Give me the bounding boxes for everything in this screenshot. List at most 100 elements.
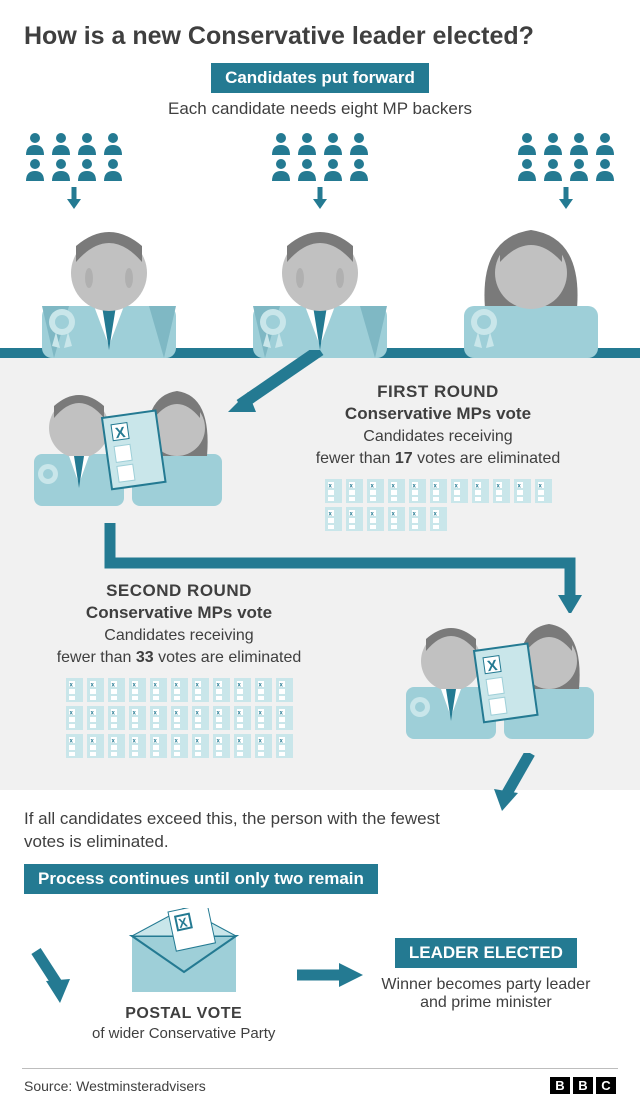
person-icon: [296, 131, 318, 155]
source: Source: Westminsteradvisers: [24, 1078, 206, 1094]
round2-ballots: x x x x x x x: [66, 678, 293, 758]
person-icon: [50, 131, 72, 155]
person-icon: [542, 157, 564, 181]
ballot-icon: x: [171, 734, 188, 758]
ballot-icon: x: [388, 479, 405, 503]
ballot-icon: x: [171, 706, 188, 730]
ballot-icon: x: [234, 706, 251, 730]
arrow-to-round2-icon: [80, 523, 590, 613]
continue-badge: Process continues until only two remain: [24, 864, 378, 894]
ballot-icon: x: [129, 678, 146, 702]
leader-sub: Winner becomes party leader and prime mi…: [381, 976, 590, 1012]
ballot-icon: x: [535, 479, 552, 503]
ballot-icon: x: [234, 678, 251, 702]
round1-desc: Candidates receiving fewer than 17 votes…: [260, 426, 616, 469]
arrow-to-postal-icon: [490, 753, 550, 813]
ballot-icon: x: [493, 479, 510, 503]
ballot-icon: x: [150, 734, 167, 758]
ballot-icon: x: [276, 706, 293, 730]
person-icon: [542, 131, 564, 155]
backers-group: [516, 131, 616, 214]
round1-candidates-icon: X: [24, 376, 244, 506]
person-icon: [322, 157, 344, 181]
ballot-icon: x: [129, 706, 146, 730]
ballot-icon: x: [66, 706, 83, 730]
ballot-icon: x: [276, 734, 293, 758]
ballot-icon: x: [255, 734, 272, 758]
person-icon: [270, 157, 292, 181]
ballot-icon: x: [451, 479, 468, 503]
ballot-icon: x: [171, 678, 188, 702]
postal-label: POSTAL VOTE: [92, 1005, 275, 1023]
ballot-icon: x: [150, 706, 167, 730]
ballot-icon: x: [367, 479, 384, 503]
person-icon: [76, 157, 98, 181]
ballot-icon: x: [87, 734, 104, 758]
ballot-icon: x: [255, 678, 272, 702]
ballot-icon: x: [234, 734, 251, 758]
candidate-icon: [446, 218, 616, 358]
arrow-down-icon: [311, 187, 329, 214]
person-icon: [24, 157, 46, 181]
bbc-logo: BBC: [550, 1077, 616, 1094]
person-icon: [270, 131, 292, 155]
candidates-row: [24, 218, 616, 358]
ballot-icon: x: [108, 678, 125, 702]
ballot-icon: x: [87, 706, 104, 730]
leader-badge: LEADER ELECTED: [395, 938, 577, 968]
person-icon: [24, 131, 46, 155]
postal-sub: of wider Conservative Party: [92, 1025, 275, 1042]
person-icon: [568, 157, 590, 181]
ballot-icon: x: [276, 678, 293, 702]
person-icon: [516, 131, 538, 155]
ballot-icon: x: [472, 479, 489, 503]
ballot-icon: x: [150, 678, 167, 702]
ballot-icon: x: [66, 678, 83, 702]
ballot-icon: x: [346, 479, 363, 503]
envelope-icon: X: [124, 908, 244, 996]
ballot-icon: x: [192, 734, 209, 758]
rounds-block: X FIRST ROUND Conservative MPs vote Cand…: [0, 358, 640, 790]
backers-group: [24, 131, 124, 214]
round2-candidates-icon: X: [396, 609, 616, 739]
ballot-icon: x: [192, 706, 209, 730]
page-title: How is a new Conservative leader elected…: [0, 0, 640, 63]
candidate-icon: [235, 218, 405, 358]
ballot-icon: x: [430, 479, 447, 503]
person-icon: [594, 157, 616, 181]
ballot-icon: x: [325, 479, 342, 503]
arrow-down-icon: [24, 945, 74, 1005]
person-icon: [296, 157, 318, 181]
ballot-icon: x: [255, 706, 272, 730]
ballot-icon: x: [213, 678, 230, 702]
step1-subtext: Each candidate needs eight MP backers: [24, 99, 616, 119]
person-icon: [102, 157, 124, 181]
ballot-icon: x: [213, 706, 230, 730]
arrow-down-icon: [65, 187, 83, 214]
round2-desc: Candidates receiving fewer than 33 votes…: [24, 625, 334, 668]
person-icon: [102, 131, 124, 155]
person-icon: [50, 157, 72, 181]
person-icon: [322, 131, 344, 155]
tiebreak-text: If all candidates exceed this, the perso…: [24, 808, 444, 854]
person-icon: [348, 157, 370, 181]
backers-group: [270, 131, 370, 214]
person-icon: [348, 131, 370, 155]
candidate-icon: [24, 218, 194, 358]
person-icon: [76, 131, 98, 155]
backers-row: [24, 131, 616, 214]
ballot-icon: x: [129, 734, 146, 758]
person-icon: [516, 157, 538, 181]
ballot-icon: x: [192, 678, 209, 702]
ballot-icon: x: [108, 706, 125, 730]
ballot-icon: x: [66, 734, 83, 758]
ballot-icon: x: [108, 734, 125, 758]
ballot-icon: x: [87, 678, 104, 702]
ballot-icon: x: [409, 479, 426, 503]
person-icon: [594, 131, 616, 155]
person-icon: [568, 131, 590, 155]
arrow-right-icon: [293, 960, 363, 990]
step1-badge: Candidates put forward: [211, 63, 429, 93]
ballot-icon: x: [213, 734, 230, 758]
ballot-icon: x: [514, 479, 531, 503]
